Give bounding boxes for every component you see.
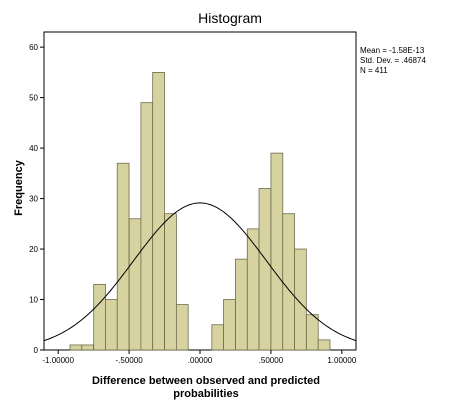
y-tick-label: 30 <box>29 195 38 204</box>
x-axis-label-line-1: Difference between observed and predicte… <box>92 375 320 387</box>
stat-mean: Mean = -1.58E-13 <box>360 46 425 55</box>
chart-title: Histogram <box>198 10 262 26</box>
histogram-bars <box>69 71 331 351</box>
histogram-bar <box>69 344 83 351</box>
x-tick-label: 1.00000 <box>327 356 356 365</box>
y-tick-label: 50 <box>29 94 38 103</box>
y-tick-label: 0 <box>34 346 39 355</box>
histogram-bar <box>223 299 236 351</box>
histogram-bar <box>81 344 94 351</box>
x-tick-label: -.50000 <box>116 356 144 365</box>
y-axis-label: Frequency <box>13 159 25 216</box>
normal-curve <box>43 202 357 342</box>
stat-n: N = 411 <box>360 66 388 75</box>
x-axis: -1.00000 -.50000 .00000 .50000 1.00000 <box>42 350 357 365</box>
histogram-bar <box>128 218 142 351</box>
histogram-bar <box>317 339 331 351</box>
histogram-bar <box>93 283 106 351</box>
histogram-bar <box>140 102 154 351</box>
stat-std-dev: Std. Dev. = .46874 <box>360 56 426 65</box>
histogram-bar <box>105 299 118 351</box>
x-tick-label: .00000 <box>188 356 213 365</box>
histogram-bar <box>270 152 284 351</box>
plot-area <box>43 31 357 351</box>
histogram-bar <box>282 213 295 351</box>
y-tick-label: 60 <box>29 43 38 52</box>
x-axis-label-line-2: probabilities <box>173 388 238 400</box>
x-tick-label: .50000 <box>259 356 284 365</box>
histogram-bar <box>306 314 319 351</box>
histogram-bar <box>152 71 165 351</box>
normal-curve-layer <box>43 202 357 342</box>
histogram-bar <box>164 213 177 351</box>
histogram-bar <box>116 162 130 351</box>
y-tick-label: 10 <box>29 296 38 305</box>
histogram-bar <box>246 228 260 351</box>
stats-box: Mean = -1.58E-13 Std. Dev. = .46874 N = … <box>360 46 426 75</box>
histogram-bar <box>258 188 272 351</box>
histogram-bar <box>294 248 307 351</box>
plot-frame <box>43 31 357 351</box>
histogram-bar <box>235 258 248 351</box>
histogram-bar <box>175 304 189 351</box>
y-tick-label: 20 <box>29 245 38 254</box>
histogram-bar <box>211 324 225 351</box>
y-tick-label: 40 <box>29 144 38 153</box>
y-axis: 0 10 20 30 40 50 60 <box>29 43 44 355</box>
x-tick-label: -1.00000 <box>42 356 74 365</box>
